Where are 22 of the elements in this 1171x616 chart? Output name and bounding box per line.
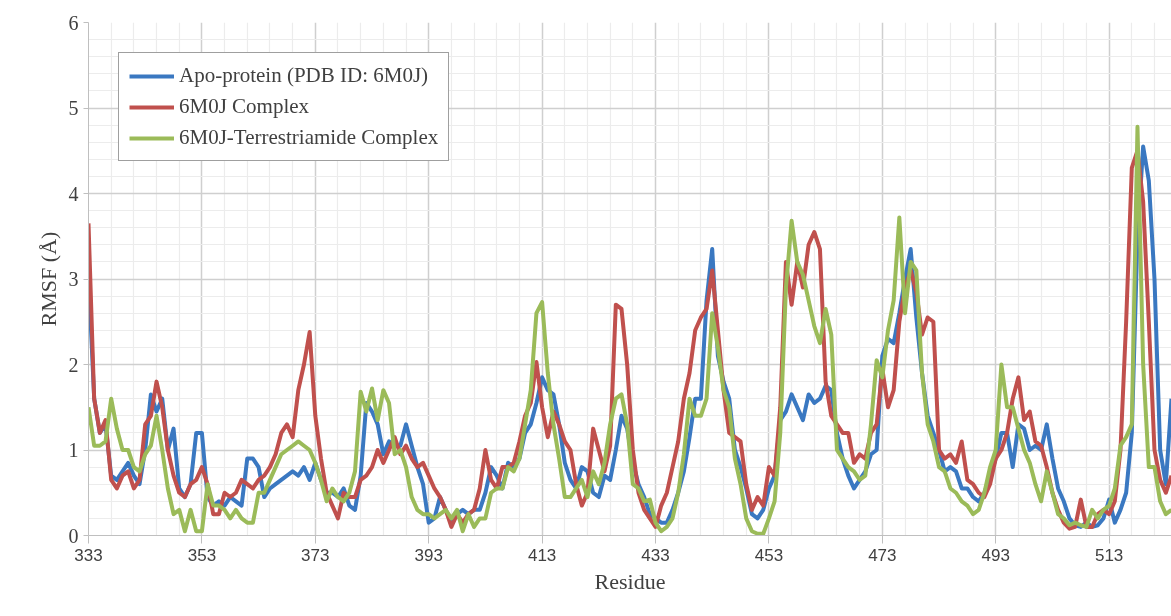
y-tick-label: 0	[68, 524, 79, 547]
legend-label: 6M0J Complex	[179, 94, 310, 119]
x-tick-label: 433	[641, 545, 670, 565]
legend-label: Apo-protein (PDB ID: 6M0J)	[179, 63, 429, 88]
y-tick-label: 3	[68, 268, 79, 290]
y-tick-label: 6	[68, 11, 79, 34]
y-tick-label: 1	[68, 439, 79, 461]
x-tick-label: 453	[754, 545, 784, 565]
x-tick-label: 513	[1094, 545, 1124, 565]
x-tick-label: 493	[981, 545, 1010, 565]
y-tick-label: 4	[68, 182, 79, 205]
y-tick-label: 2	[68, 353, 79, 376]
x-axis-title: Residue	[594, 568, 666, 594]
x-tick-label: 373	[301, 545, 330, 565]
legend-label: 6M0J-Terrestriamide Complex	[179, 125, 439, 150]
x-tick-label: 393	[414, 545, 443, 565]
x-tick-label: 473	[868, 545, 897, 565]
y-tick-label: 5	[68, 97, 79, 119]
x-tick-label: 353	[187, 545, 217, 565]
y-axis-title: RMSF (Å)	[35, 231, 61, 327]
x-tick-label: 333	[74, 545, 103, 565]
x-tick-label: 413	[527, 545, 557, 565]
